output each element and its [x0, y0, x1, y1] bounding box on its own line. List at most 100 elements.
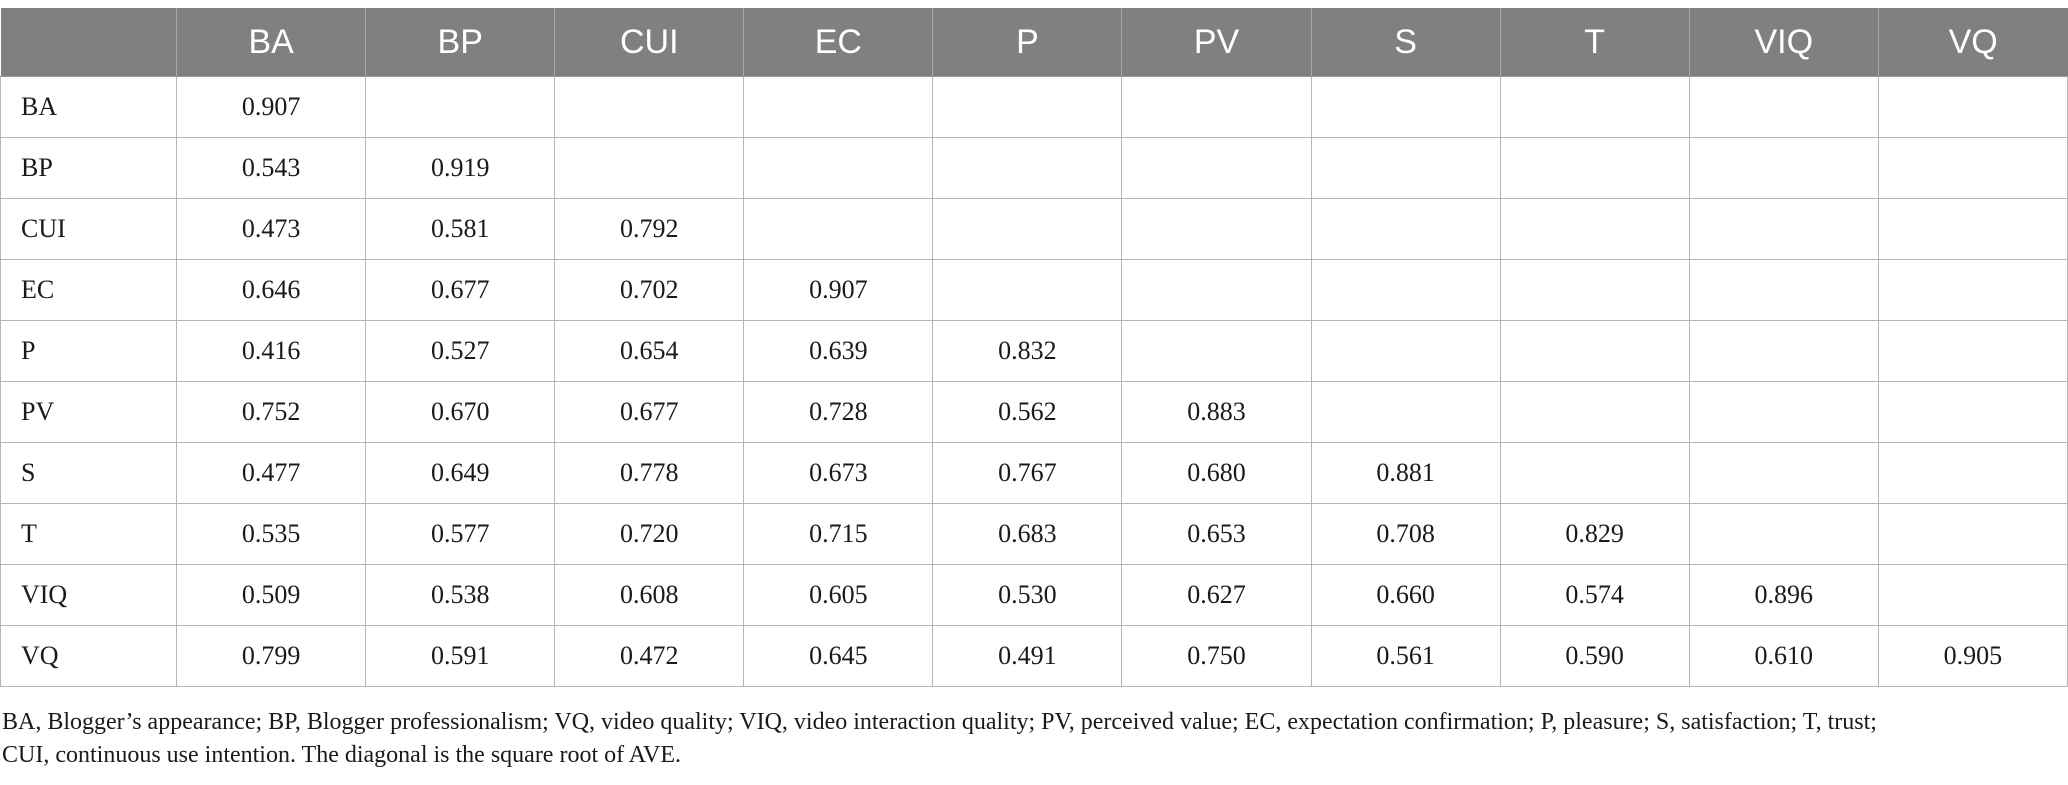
value-cell: 0.896	[1688, 564, 1879, 626]
value-cell	[1121, 259, 1312, 321]
value-cell	[1877, 320, 2068, 382]
value-cell: 0.543	[176, 137, 366, 199]
value-cell: 0.752	[176, 381, 366, 443]
header-cell	[0, 8, 177, 77]
value-cell	[1121, 137, 1312, 199]
value-cell: 0.654	[554, 320, 744, 382]
header-cell: P	[932, 8, 1122, 77]
table-footnote: BA, Blogger’s appearance; BP, Blogger pr…	[2, 706, 2062, 772]
value-cell: 0.639	[743, 320, 933, 382]
table-row: VIQ 0.509 0.538 0.608 0.605 0.530 0.627 0.660 0.…	[0, 564, 2068, 626]
value-cell: 0.750	[1121, 625, 1312, 687]
value-cell	[743, 137, 933, 199]
value-cell: 0.832	[932, 320, 1122, 382]
value-cell	[1121, 320, 1312, 382]
value-cell: 0.728	[743, 381, 933, 443]
value-cell	[932, 259, 1122, 321]
value-cell	[1688, 503, 1879, 565]
value-cell: 0.561	[1310, 625, 1501, 687]
value-cell: 0.680	[1121, 442, 1312, 504]
value-cell	[1121, 76, 1312, 138]
value-cell: 0.829	[1499, 503, 1690, 565]
header-cell: VIQ	[1688, 8, 1879, 77]
value-cell	[1688, 76, 1879, 138]
value-cell	[1877, 381, 2068, 443]
value-cell: 0.473	[176, 198, 366, 260]
row-label-cell: T	[0, 503, 177, 565]
value-cell: 0.581	[365, 198, 555, 260]
header-cell: VQ	[1877, 8, 2068, 77]
value-cell: 0.574	[1499, 564, 1690, 626]
table-row: EC 0.646 0.677 0.702 0.907	[0, 259, 2068, 321]
header-cell: T	[1499, 8, 1690, 77]
value-cell: 0.590	[1499, 625, 1690, 687]
value-cell: 0.562	[932, 381, 1122, 443]
value-cell: 0.677	[365, 259, 555, 321]
value-cell	[932, 76, 1122, 138]
value-cell: 0.670	[365, 381, 555, 443]
table-body: BA 0.907 BP 0.543 0.919 CUI 0.473 0.581 0.792 EC 0…	[0, 76, 2068, 687]
value-cell	[1310, 76, 1501, 138]
value-cell: 0.702	[554, 259, 744, 321]
value-cell	[1877, 198, 2068, 260]
value-cell	[365, 76, 555, 138]
value-cell	[1877, 76, 2068, 138]
table-row: S 0.477 0.649 0.778 0.673 0.767 0.680 0.881	[0, 442, 2068, 504]
table-row: P 0.416 0.527 0.654 0.639 0.832	[0, 320, 2068, 382]
value-cell: 0.720	[554, 503, 744, 565]
value-cell: 0.653	[1121, 503, 1312, 565]
value-cell	[1877, 564, 2068, 626]
row-label-cell: PV	[0, 381, 177, 443]
value-cell	[1499, 137, 1690, 199]
value-cell: 0.610	[1688, 625, 1879, 687]
row-label-cell: CUI	[0, 198, 177, 260]
value-cell: 0.416	[176, 320, 366, 382]
footnote-line: CUI, continuous use intention. The diago…	[2, 742, 682, 768]
correlation-table: BA BP CUI EC P PV S T VIQ VQ BA 0.907 BP 0.…	[0, 8, 2068, 687]
row-label-cell: VQ	[0, 625, 177, 687]
value-cell	[1310, 259, 1501, 321]
value-cell	[1877, 503, 2068, 565]
table-row: CUI 0.473 0.581 0.792	[0, 198, 2068, 260]
value-cell	[1499, 198, 1690, 260]
value-cell	[1877, 442, 2068, 504]
value-cell: 0.577	[365, 503, 555, 565]
value-cell	[1688, 137, 1879, 199]
value-cell	[932, 137, 1122, 199]
value-cell	[1688, 320, 1879, 382]
value-cell: 0.627	[1121, 564, 1312, 626]
row-label-cell: P	[0, 320, 177, 382]
value-cell	[1310, 320, 1501, 382]
header-cell: EC	[743, 8, 933, 77]
value-cell	[1310, 198, 1501, 260]
value-cell: 0.919	[365, 137, 555, 199]
header-cell: S	[1310, 8, 1501, 77]
table-row: BP 0.543 0.919	[0, 137, 2068, 199]
value-cell	[554, 137, 744, 199]
value-cell: 0.881	[1310, 442, 1501, 504]
value-cell: 0.477	[176, 442, 366, 504]
value-cell	[1877, 259, 2068, 321]
value-cell: 0.509	[176, 564, 366, 626]
table-row: BA 0.907	[0, 76, 2068, 138]
value-cell	[1688, 198, 1879, 260]
value-cell: 0.649	[365, 442, 555, 504]
value-cell	[1499, 76, 1690, 138]
value-cell	[1499, 320, 1690, 382]
value-cell: 0.907	[743, 259, 933, 321]
value-cell: 0.708	[1310, 503, 1501, 565]
row-label-cell: VIQ	[0, 564, 177, 626]
value-cell: 0.491	[932, 625, 1122, 687]
footnote-line: BA, Blogger’s appearance; BP, Blogger pr…	[2, 709, 1877, 735]
correlation-table-container: BA BP CUI EC P PV S T VIQ VQ BA 0.907 BP 0.…	[0, 8, 2068, 687]
value-cell: 0.673	[743, 442, 933, 504]
value-cell: 0.907	[176, 76, 366, 138]
value-cell: 0.799	[176, 625, 366, 687]
value-cell: 0.778	[554, 442, 744, 504]
value-cell: 0.645	[743, 625, 933, 687]
value-cell	[932, 198, 1122, 260]
header-cell: BP	[365, 8, 555, 77]
value-cell: 0.530	[932, 564, 1122, 626]
value-cell: 0.646	[176, 259, 366, 321]
header-cell: BA	[176, 8, 366, 77]
